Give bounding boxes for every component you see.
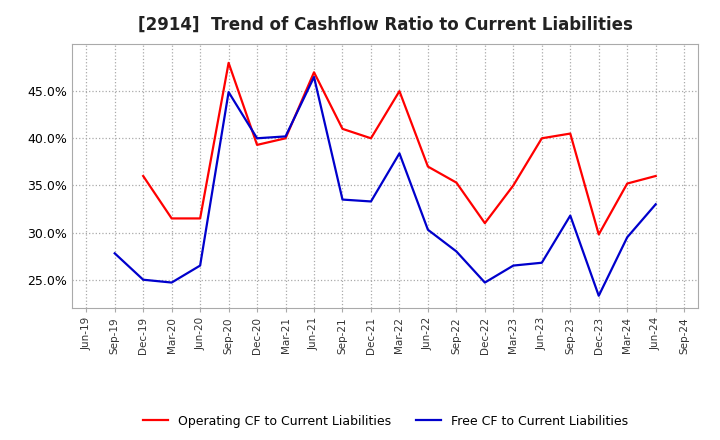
Free CF to Current Liabilities (253, 136, 261, 141)
Operating CF to Current Liabilities (338, 126, 347, 132)
Operating CF to Current Liabilities (225, 60, 233, 66)
Free CF to Current Liabilities (480, 280, 489, 285)
Free CF to Current Liabilities (566, 213, 575, 218)
Operating CF to Current Liabilities (253, 142, 261, 147)
Line: Free CF to Current Liabilities: Free CF to Current Liabilities (114, 77, 656, 296)
Operating CF to Current Liabilities (652, 173, 660, 179)
Operating CF to Current Liabilities (480, 220, 489, 226)
Free CF to Current Liabilities (395, 151, 404, 156)
Operating CF to Current Liabilities (282, 136, 290, 141)
Operating CF to Current Liabilities (167, 216, 176, 221)
Free CF to Current Liabilities (423, 227, 432, 232)
Free CF to Current Liabilities (225, 89, 233, 95)
Operating CF to Current Liabilities (139, 173, 148, 179)
Operating CF to Current Liabilities (310, 70, 318, 75)
Free CF to Current Liabilities (338, 197, 347, 202)
Free CF to Current Liabilities (167, 280, 176, 285)
Free CF to Current Liabilities (509, 263, 518, 268)
Free CF to Current Liabilities (139, 277, 148, 282)
Free CF to Current Liabilities (366, 199, 375, 204)
Free CF to Current Liabilities (652, 202, 660, 207)
Free CF to Current Liabilities (310, 74, 318, 80)
Operating CF to Current Liabilities (452, 180, 461, 185)
Line: Operating CF to Current Liabilities: Operating CF to Current Liabilities (143, 63, 656, 235)
Title: [2914]  Trend of Cashflow Ratio to Current Liabilities: [2914] Trend of Cashflow Ratio to Curren… (138, 16, 633, 34)
Free CF to Current Liabilities (537, 260, 546, 265)
Operating CF to Current Liabilities (395, 88, 404, 94)
Free CF to Current Liabilities (595, 293, 603, 298)
Free CF to Current Liabilities (196, 263, 204, 268)
Operating CF to Current Liabilities (537, 136, 546, 141)
Free CF to Current Liabilities (452, 249, 461, 254)
Operating CF to Current Liabilities (366, 136, 375, 141)
Free CF to Current Liabilities (282, 134, 290, 139)
Operating CF to Current Liabilities (423, 164, 432, 169)
Free CF to Current Liabilities (623, 235, 631, 240)
Operating CF to Current Liabilities (623, 181, 631, 186)
Operating CF to Current Liabilities (566, 131, 575, 136)
Operating CF to Current Liabilities (595, 232, 603, 237)
Legend: Operating CF to Current Liabilities, Free CF to Current Liabilities: Operating CF to Current Liabilities, Fre… (143, 414, 628, 428)
Free CF to Current Liabilities (110, 251, 119, 256)
Operating CF to Current Liabilities (509, 183, 518, 188)
Operating CF to Current Liabilities (196, 216, 204, 221)
